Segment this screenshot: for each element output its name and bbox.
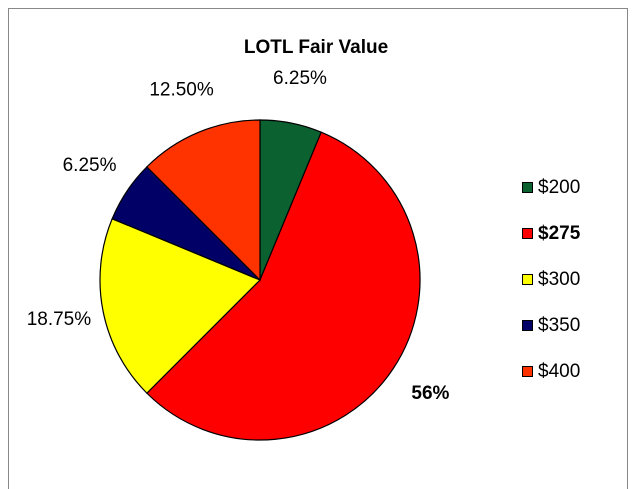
pie-slice bbox=[99, 217, 262, 394]
legend-label: $200 bbox=[538, 177, 580, 198]
data-label: 6.25% bbox=[273, 68, 327, 89]
legend-label: $300 bbox=[538, 269, 580, 290]
data-label: 56% bbox=[411, 383, 449, 404]
legend-label: $400 bbox=[538, 361, 580, 382]
data-label: 6.25% bbox=[63, 155, 117, 176]
pie-slice bbox=[146, 119, 261, 282]
legend-swatch bbox=[522, 320, 533, 331]
data-label: 18.75% bbox=[27, 309, 92, 330]
legend-label: $275 bbox=[538, 223, 581, 244]
pie-slice bbox=[146, 131, 421, 441]
data-label: 12.50% bbox=[149, 80, 214, 101]
legend-swatch bbox=[522, 182, 533, 193]
chart-title: LOTL Fair Value bbox=[244, 37, 388, 58]
legend-label: $350 bbox=[538, 315, 580, 336]
legend-swatch bbox=[522, 228, 533, 239]
legend-swatch bbox=[522, 366, 533, 377]
legend-swatch bbox=[522, 274, 533, 285]
